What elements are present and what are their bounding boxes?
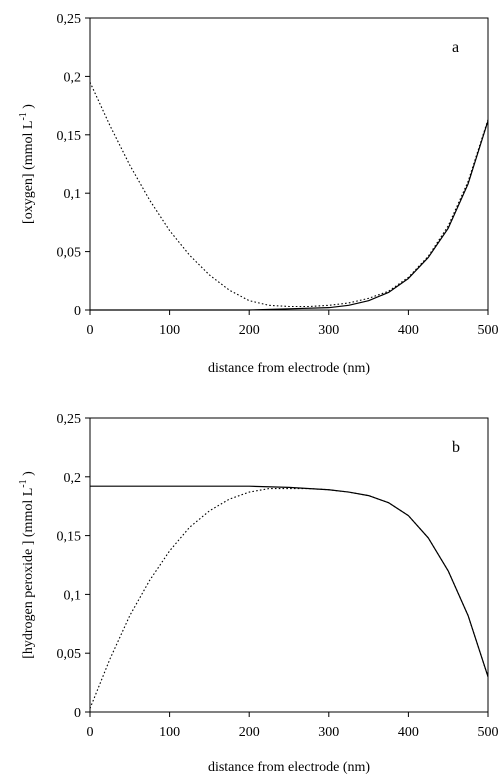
y-tick-label: 0,1 — [64, 588, 82, 603]
x-axis-label: distance from electrode (nm) — [208, 361, 370, 376]
chart-panel-a: 0 100 200 300 400 500 0 0,05 0,1 0,15 0,2 0,25 dista… — [18, 12, 499, 376]
y-tick-label: 0,25 — [57, 12, 82, 27]
x-tick-label: 0 — [87, 323, 94, 338]
x-tick-label: 200 — [239, 725, 260, 740]
panel-letter: a — [452, 39, 459, 56]
y-tick-label: 0,2 — [64, 471, 82, 486]
x-tick-label: 500 — [478, 725, 499, 740]
panel-letter: b — [452, 439, 460, 456]
y-tick-label: 0,15 — [57, 530, 82, 545]
x-tick-label: 400 — [398, 725, 419, 740]
y-tick-label: 0,05 — [57, 246, 82, 261]
y-tick-label: 0 — [74, 304, 81, 319]
y-tick-label: 0,1 — [64, 187, 82, 202]
x-tick-label: 100 — [159, 725, 180, 740]
series-line-dotted — [89, 82, 489, 308]
series-line-dotted — [89, 488, 489, 709]
x-tick-label: 200 — [239, 323, 260, 338]
plot-frame — [89, 417, 489, 713]
y-tick-label: 0,15 — [57, 129, 82, 144]
y-tick-label: 0,05 — [57, 647, 82, 662]
y-tick-label: 0,25 — [57, 412, 82, 427]
plot-frame — [89, 17, 489, 311]
series-line-solid — [90, 485, 489, 677]
y-tick-label: 0 — [74, 706, 81, 721]
x-tick-label: 0 — [87, 725, 94, 740]
x-tick-label: 100 — [159, 323, 180, 338]
chart-panel-b: 0 100 200 300 400 500 0 0,05 0,1 0,15 0,2 0,25 dista… — [18, 412, 499, 775]
y-axis-label: [oxygen] (mmol L-1 ) — [18, 104, 36, 224]
series-line-solid — [90, 120, 489, 311]
x-tick-label: 400 — [398, 323, 419, 338]
x-axis-label: distance from electrode (nm) — [208, 760, 370, 775]
y-axis-label: [hydrogen peroxide ] (mmol L-1 ) — [18, 471, 36, 659]
x-tick-label: 500 — [478, 323, 499, 338]
x-tick-label: 300 — [318, 323, 339, 338]
x-tick-label: 300 — [318, 725, 339, 740]
y-tick-label: 0,2 — [64, 70, 82, 85]
